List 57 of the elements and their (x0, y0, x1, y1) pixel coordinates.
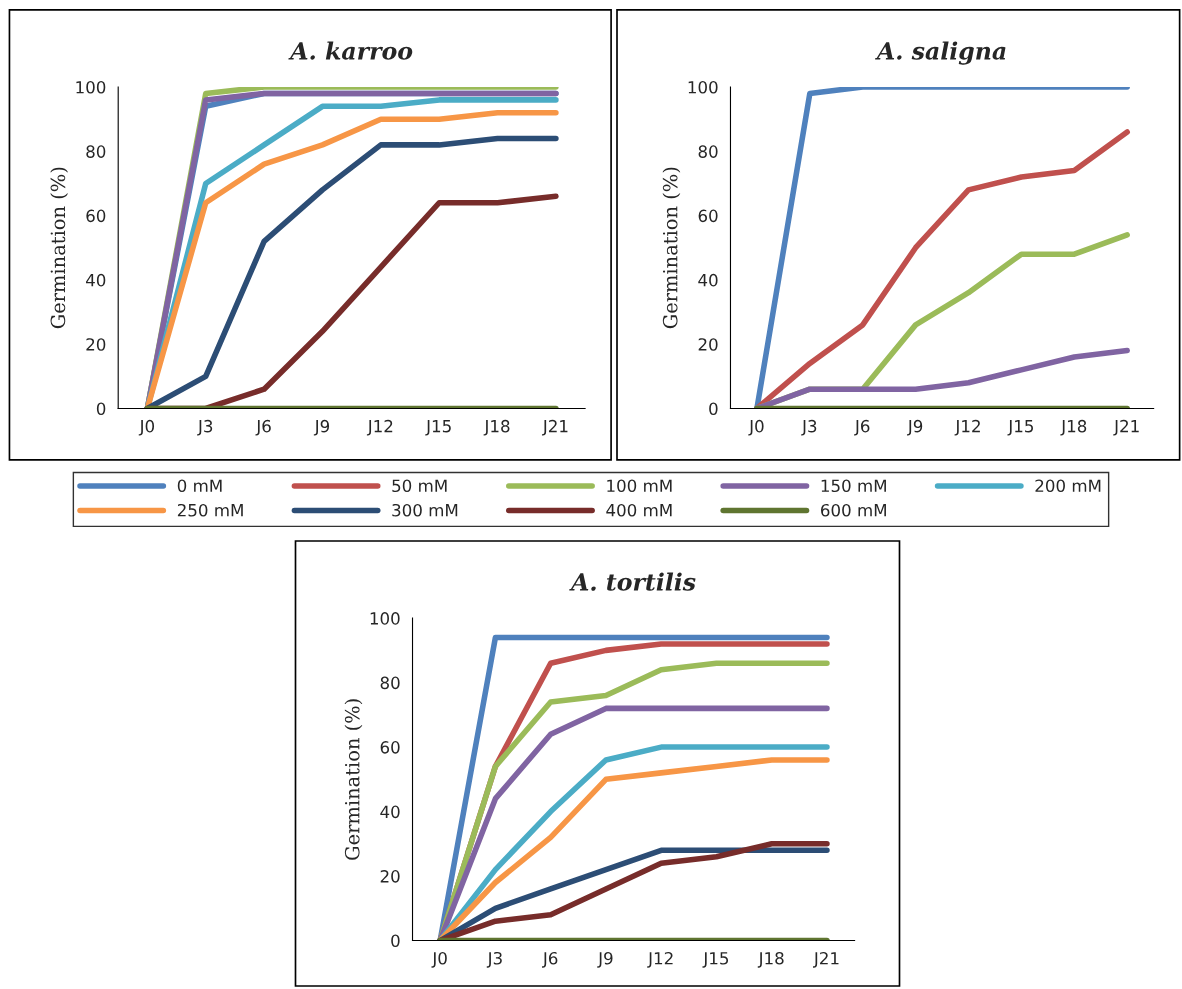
legend-label: 250 mM (177, 503, 243, 517)
x-tick-label: J12 (954, 419, 980, 436)
x-tick-label: J12 (366, 419, 393, 436)
y-tick-label: 100 (370, 612, 400, 625)
x-tick-label: J6 (854, 419, 870, 436)
legend-label: 150 mM (821, 479, 886, 493)
y-tick-label: 20 (698, 338, 718, 351)
y-tick-label: 0 (709, 402, 718, 416)
y-tick-label: 100 (688, 80, 718, 94)
chart-title: A. tortilis (569, 572, 696, 591)
legend-label: 100 mM (607, 479, 672, 493)
y-tick-label: 80 (698, 145, 718, 158)
x-tick-label: J15 (425, 420, 451, 436)
x-tick-label: J21 (813, 951, 839, 968)
legend-label: 50 mM (392, 479, 447, 493)
x-tick-label: J18 (1060, 419, 1087, 436)
x-tick-label: J6 (542, 951, 558, 968)
y-tick-label: 40 (698, 273, 718, 287)
y-tick-label: 40 (86, 273, 106, 287)
y-tick-label: 0 (96, 402, 106, 416)
y-tick-label: 80 (86, 145, 106, 158)
legend-label: 400 mM (606, 503, 672, 517)
y-tick-label: 80 (380, 676, 400, 690)
y-tick-label: 0 (391, 934, 400, 948)
x-tick-label: J3 (801, 419, 817, 436)
x-tick-label: J18 (483, 419, 510, 436)
y-tick-label: 60 (86, 209, 106, 223)
x-tick-label: J15 (702, 952, 729, 968)
chart-title: A. karroo (288, 41, 413, 60)
legend-label: 600 mM (821, 503, 886, 517)
y-axis-title: Germination (%) (662, 167, 681, 329)
legend-label: 300 mM (392, 503, 458, 517)
x-tick-label: J3 (486, 951, 502, 968)
y-axis-title: Germination (%) (50, 167, 69, 329)
x-tick-label: J3 (197, 419, 213, 436)
y-tick-label: 100 (76, 80, 106, 94)
y-tick-label: 20 (380, 870, 400, 883)
x-tick-label: J0 (748, 419, 764, 436)
x-tick-label: J0 (431, 951, 447, 968)
x-tick-label: J6 (255, 419, 271, 436)
x-tick-label: J12 (647, 951, 673, 968)
y-tick-label: 20 (86, 338, 106, 351)
x-tick-label: J21 (1113, 419, 1139, 436)
y-tick-label: 60 (380, 741, 400, 754)
y-axis-title: Germination (%) (344, 699, 363, 860)
x-tick-label: J18 (757, 951, 784, 968)
x-tick-label: J9 (597, 951, 613, 968)
x-tick-label: J15 (1007, 420, 1033, 436)
x-tick-label: J0 (138, 419, 155, 436)
chart-title: A. saligna (875, 41, 1006, 65)
y-tick-label: 60 (698, 209, 718, 223)
legend-label: 200 mM (1035, 479, 1101, 493)
x-tick-label: J21 (541, 419, 568, 436)
y-tick-label: 40 (380, 805, 400, 819)
x-tick-label: J9 (906, 419, 923, 436)
x-tick-label: J9 (313, 419, 330, 436)
legend-label: 0 mM (177, 479, 222, 493)
